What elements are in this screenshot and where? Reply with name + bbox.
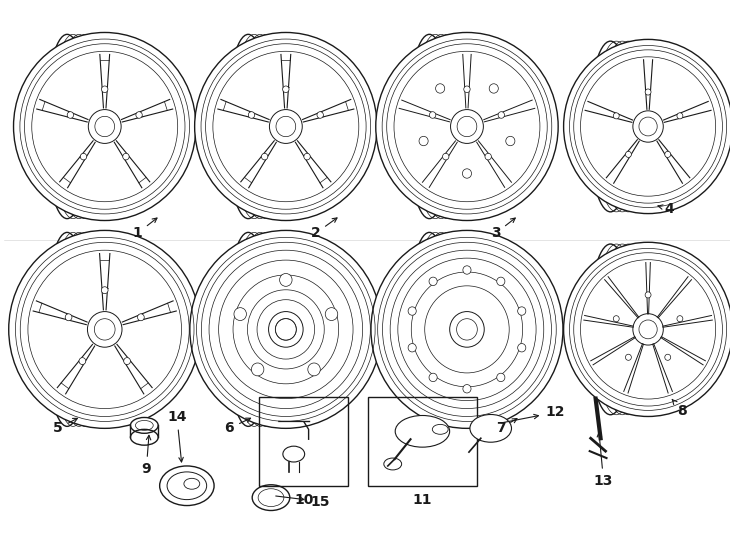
Ellipse shape (498, 112, 504, 118)
Ellipse shape (564, 39, 733, 214)
Ellipse shape (80, 153, 87, 160)
Ellipse shape (376, 32, 558, 220)
Ellipse shape (9, 231, 200, 428)
Ellipse shape (435, 84, 445, 93)
Ellipse shape (614, 113, 619, 119)
Text: 2: 2 (310, 218, 337, 240)
Ellipse shape (395, 415, 450, 447)
Text: 10: 10 (294, 492, 313, 507)
Ellipse shape (252, 485, 290, 510)
Ellipse shape (408, 343, 416, 352)
Text: 11: 11 (413, 492, 432, 507)
Ellipse shape (450, 312, 484, 347)
Ellipse shape (470, 415, 512, 442)
Text: 15: 15 (276, 495, 330, 509)
Text: 12: 12 (501, 406, 564, 423)
Ellipse shape (463, 384, 471, 393)
Ellipse shape (489, 84, 498, 93)
Ellipse shape (497, 373, 505, 382)
Ellipse shape (13, 32, 196, 220)
Ellipse shape (633, 111, 664, 142)
Text: 8: 8 (672, 400, 686, 417)
Ellipse shape (665, 151, 671, 158)
Ellipse shape (195, 32, 377, 220)
Ellipse shape (79, 357, 86, 364)
Ellipse shape (429, 112, 436, 118)
Bar (368, 397, 477, 486)
Ellipse shape (304, 153, 310, 160)
Text: 4: 4 (658, 201, 674, 215)
Ellipse shape (269, 110, 302, 144)
Ellipse shape (101, 287, 108, 294)
Ellipse shape (464, 86, 470, 92)
Ellipse shape (261, 153, 268, 160)
Ellipse shape (190, 231, 382, 428)
Ellipse shape (463, 266, 471, 274)
Ellipse shape (384, 458, 401, 470)
Ellipse shape (408, 307, 416, 315)
Ellipse shape (517, 343, 526, 352)
Ellipse shape (251, 363, 264, 376)
Ellipse shape (443, 153, 449, 160)
Ellipse shape (419, 136, 428, 146)
Ellipse shape (429, 373, 437, 382)
Ellipse shape (645, 89, 651, 95)
Ellipse shape (677, 316, 683, 322)
Ellipse shape (280, 273, 292, 286)
Ellipse shape (625, 354, 631, 360)
Ellipse shape (123, 153, 129, 160)
Ellipse shape (308, 363, 320, 376)
Ellipse shape (269, 312, 303, 347)
Ellipse shape (136, 112, 142, 118)
Text: 5: 5 (54, 418, 77, 435)
Ellipse shape (137, 314, 145, 321)
Text: 1: 1 (133, 218, 157, 240)
Text: 13: 13 (594, 433, 613, 488)
Text: 3: 3 (491, 218, 515, 240)
Ellipse shape (429, 277, 437, 286)
Ellipse shape (497, 277, 505, 286)
Ellipse shape (677, 113, 683, 119)
Ellipse shape (248, 112, 255, 118)
Text: 9: 9 (142, 435, 151, 476)
Ellipse shape (485, 153, 491, 160)
Ellipse shape (462, 169, 471, 178)
Ellipse shape (564, 242, 733, 416)
Ellipse shape (65, 314, 72, 321)
Ellipse shape (124, 357, 131, 364)
Ellipse shape (625, 151, 631, 158)
Ellipse shape (88, 110, 121, 144)
Text: 14: 14 (167, 410, 186, 462)
Ellipse shape (614, 316, 619, 322)
Ellipse shape (234, 308, 247, 321)
Ellipse shape (633, 314, 664, 345)
Ellipse shape (517, 307, 526, 315)
Ellipse shape (506, 136, 515, 146)
Ellipse shape (283, 446, 305, 462)
Ellipse shape (87, 312, 122, 347)
Ellipse shape (665, 354, 671, 360)
Ellipse shape (645, 292, 651, 298)
Ellipse shape (283, 86, 289, 92)
Ellipse shape (101, 86, 108, 92)
Ellipse shape (131, 417, 158, 433)
Ellipse shape (451, 110, 484, 144)
Text: 6: 6 (225, 418, 250, 435)
Ellipse shape (160, 466, 214, 505)
Ellipse shape (325, 308, 338, 321)
Bar (259, 397, 348, 486)
Text: 7: 7 (495, 418, 517, 435)
Ellipse shape (68, 112, 73, 118)
Ellipse shape (371, 231, 563, 428)
Ellipse shape (317, 112, 324, 118)
